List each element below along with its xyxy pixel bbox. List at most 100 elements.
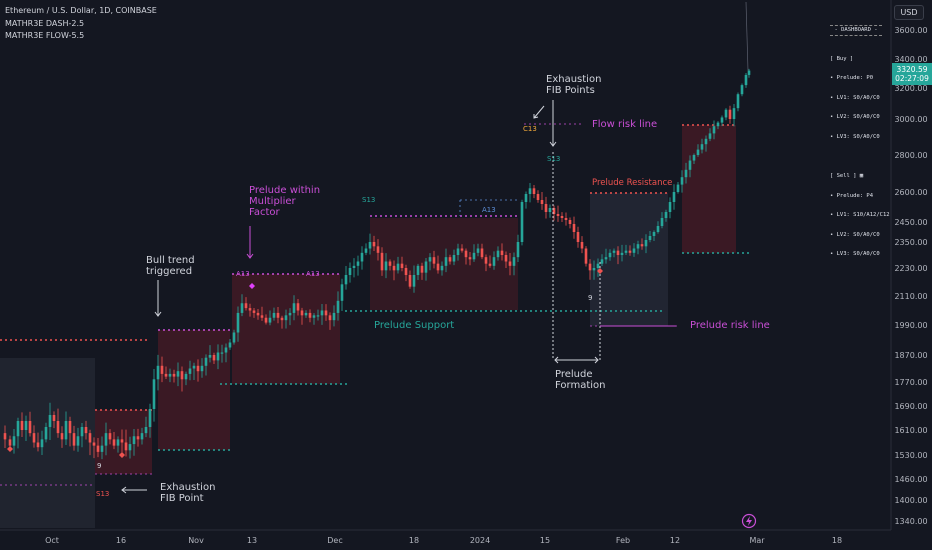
lightning-icon[interactable] [741, 513, 757, 529]
candle-body [412, 275, 416, 287]
candle-body [156, 365, 160, 380]
candle-body [668, 202, 672, 212]
candle-body [428, 257, 432, 262]
y-tick-label: 1870.00 [894, 351, 927, 360]
candle-body [736, 94, 740, 109]
candle-body [664, 212, 668, 218]
arrow-exhaustion-fib-point [121, 486, 147, 494]
candle-body [600, 259, 604, 264]
annotation-prelude-support: Prelude Support [374, 320, 455, 331]
prelude-marker [249, 283, 255, 289]
candle-body [660, 218, 664, 226]
candle-body [592, 268, 596, 271]
candle-body [24, 421, 28, 430]
candle-body [112, 439, 116, 446]
candle-body [168, 373, 172, 377]
candle-body [244, 303, 248, 309]
candle-body [292, 303, 296, 313]
annotation-exhaustion-fib-point: Exhaustion FIB Point [160, 482, 216, 504]
candle-body [492, 257, 496, 266]
candle-body [516, 242, 520, 258]
candle-body [716, 122, 720, 127]
candle-body [200, 365, 204, 372]
candle-body [620, 252, 624, 255]
candle-body [720, 117, 724, 123]
candle-body [216, 352, 220, 361]
arrow-exhaustion-down [549, 100, 557, 147]
candle-body [204, 357, 208, 366]
y-tick-label: 1530.00 [894, 451, 927, 460]
candle-body [3, 433, 7, 440]
candle-body [392, 265, 396, 271]
candle-body [536, 194, 540, 200]
sell-signal-marker [7, 446, 13, 452]
candle-body [540, 200, 544, 204]
y-tick-label: 1610.00 [894, 426, 927, 435]
c13-label: C13 [523, 125, 537, 133]
candle-body [396, 263, 400, 271]
candle-body [740, 85, 744, 95]
candle-body [556, 214, 560, 216]
currency-button[interactable]: USD [894, 5, 924, 20]
candle-body [220, 352, 224, 354]
candle-body [92, 442, 96, 446]
candle-body [136, 436, 140, 440]
bar-countdown: 02:27:09 [895, 74, 929, 83]
candle-body [416, 265, 420, 275]
candle-body [28, 421, 32, 434]
candle-body [296, 303, 300, 311]
x-tick-label: Dec [327, 536, 342, 545]
candle-body [747, 70, 751, 75]
sell-zone [95, 410, 152, 474]
candle-body [484, 257, 488, 264]
indicator-dash-label[interactable]: MATHR3E DASH-2.5 [5, 19, 85, 28]
candle-body [404, 268, 408, 275]
candle-body [508, 261, 512, 266]
candle-body [120, 439, 124, 443]
candle-body [440, 265, 444, 271]
candle-body [280, 317, 284, 321]
annotation-prelude-formation: Prelude Formation [555, 369, 606, 391]
candle-body [124, 442, 128, 451]
x-tick-label: 15 [540, 536, 550, 545]
candle-body [584, 248, 588, 264]
candle-body [408, 275, 412, 287]
candle-body [76, 436, 80, 446]
candle-body [452, 255, 456, 262]
candle-body [388, 261, 392, 266]
candle-body [260, 315, 264, 318]
candle-body [432, 257, 436, 264]
sell-zone [232, 274, 340, 384]
candle-body [268, 317, 272, 323]
candle-body [12, 436, 16, 446]
indicator-flow-label[interactable]: MATHR3E FLOW-5.5 [5, 31, 85, 40]
candle-body [708, 133, 712, 139]
candle-body [320, 310, 324, 316]
y-tick-label: 1770.00 [894, 378, 927, 387]
candle-body [460, 248, 464, 251]
candle-body [424, 261, 428, 273]
candle-body [572, 224, 576, 232]
candle-body [400, 263, 404, 268]
candle-body [692, 155, 696, 161]
candle-body [272, 312, 276, 318]
candle-body [8, 439, 12, 446]
candle-body [628, 250, 632, 253]
candle-body [160, 365, 164, 374]
price-axis[interactable]: 3600.00 3400.00 3200.00 3000.00 2800.00 2600.… [890, 0, 928, 530]
candle-body [72, 433, 76, 446]
y-tick-label: 2110.00 [894, 292, 927, 301]
candle-body [16, 421, 20, 437]
count-label: 9 [588, 294, 592, 302]
formation-span [552, 152, 601, 360]
x-tick-label: Mar [749, 536, 765, 545]
annotation-flow-risk: Flow risk line [592, 119, 658, 130]
candle-body [480, 248, 484, 258]
candle-body [476, 248, 480, 253]
candle-body [652, 232, 656, 236]
candle-body [468, 257, 472, 260]
dashboard-buy-header: [ Buy ] [830, 55, 854, 62]
y-tick-label: 1690.00 [894, 402, 927, 411]
time-axis[interactable]: Oct 16 Nov 13 Dec 18 2024 15 Feb 12 Mar 18 [0, 529, 891, 545]
